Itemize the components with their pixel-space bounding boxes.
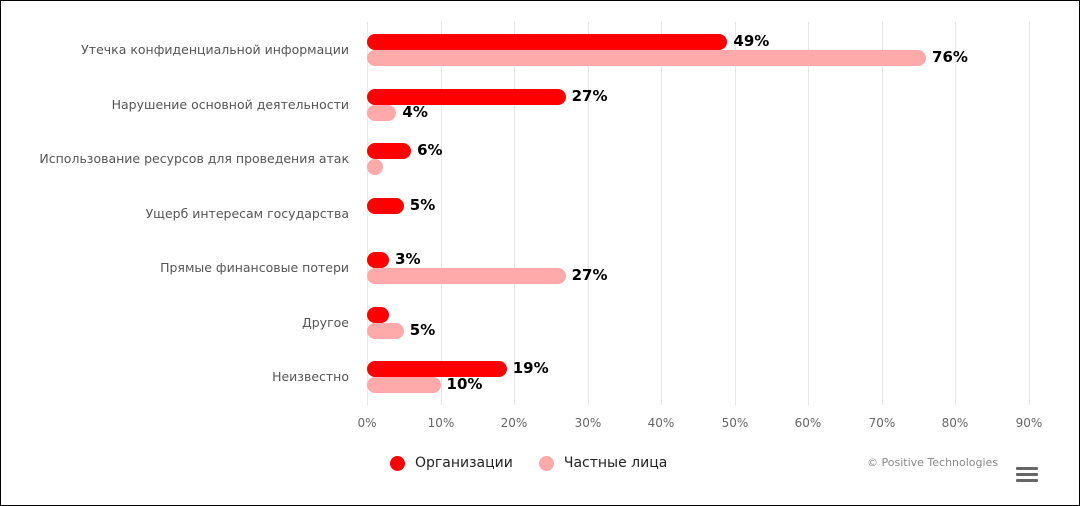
bar-organizations[interactable] (367, 197, 404, 214)
x-axis-tick-label: 10% (427, 416, 455, 430)
x-axis-tick-label: 90% (1015, 416, 1043, 430)
x-axis-tick-label: 20% (500, 416, 528, 430)
x-axis-tick-label: 80% (941, 416, 969, 430)
grid-line (735, 22, 736, 405)
bar-organizations[interactable] (367, 306, 390, 323)
chart-legend: Организации Частные лица (390, 455, 693, 471)
bar-individuals[interactable] (367, 159, 383, 175)
data-label: 4% (402, 102, 428, 121)
bar-organizations[interactable] (367, 34, 728, 50)
category-label: Прямые финансовые потери (160, 260, 349, 275)
grid-line (367, 22, 368, 405)
hamburger-menu-icon[interactable] (1016, 467, 1038, 485)
bar-individuals[interactable] (367, 50, 927, 66)
category-label: Ущерб интересам государства (145, 205, 349, 221)
bar-individuals[interactable] (367, 377, 441, 393)
category-label: Другое (301, 314, 349, 330)
bar-organizations[interactable] (367, 88, 566, 105)
grid-line (441, 22, 442, 405)
grid-line (882, 22, 883, 405)
data-label: 76% (932, 48, 968, 66)
grid-line (808, 22, 809, 405)
x-axis-tick-label: 30% (574, 416, 602, 430)
legend-label: Организации (415, 455, 513, 471)
grid-line (1029, 22, 1030, 405)
grid-line (514, 22, 515, 405)
bar-individuals[interactable] (367, 322, 404, 339)
data-label: 3% (395, 250, 421, 268)
x-axis-tick-label: 0% (357, 416, 377, 430)
bar-individuals[interactable] (367, 104, 397, 121)
legend-marker-icon (538, 455, 554, 471)
legend-label: Частные лица (563, 455, 668, 471)
legend-item-organizations[interactable]: Организации (390, 455, 513, 471)
bar-organizations[interactable] (367, 252, 390, 268)
grid-line (588, 22, 589, 405)
x-axis-tick-label: 70% (868, 416, 896, 430)
grid-line (661, 22, 662, 405)
data-label: 19% (512, 359, 549, 377)
data-label: 27% (571, 266, 608, 284)
data-label: 10% (446, 375, 483, 393)
data-label: 5% (409, 195, 436, 214)
grid-line (955, 22, 956, 405)
legend-marker-icon (390, 455, 405, 471)
data-label: 5% (409, 320, 436, 339)
data-label: 27% (571, 86, 608, 105)
bar-individuals[interactable] (367, 268, 566, 284)
category-label: Нарушение основной деятельности (111, 96, 349, 112)
x-axis-tick-label: 40% (647, 416, 675, 430)
credit-text[interactable]: © Positive Technologies (867, 456, 999, 469)
data-label: 49% (733, 32, 770, 50)
category-label: Использование ресурсов для проведения ат… (39, 151, 349, 166)
category-label: Утечка конфиденциальной информации (81, 42, 349, 57)
x-axis-tick-label: 50% (721, 416, 749, 430)
data-label: 6% (417, 141, 443, 159)
bar-organizations[interactable] (367, 143, 412, 159)
legend-item-individuals[interactable]: Частные лица (538, 455, 668, 471)
bar-organizations[interactable] (367, 361, 507, 377)
category-label: Неизвестно (272, 369, 349, 384)
x-axis-tick-label: 60% (794, 416, 822, 430)
